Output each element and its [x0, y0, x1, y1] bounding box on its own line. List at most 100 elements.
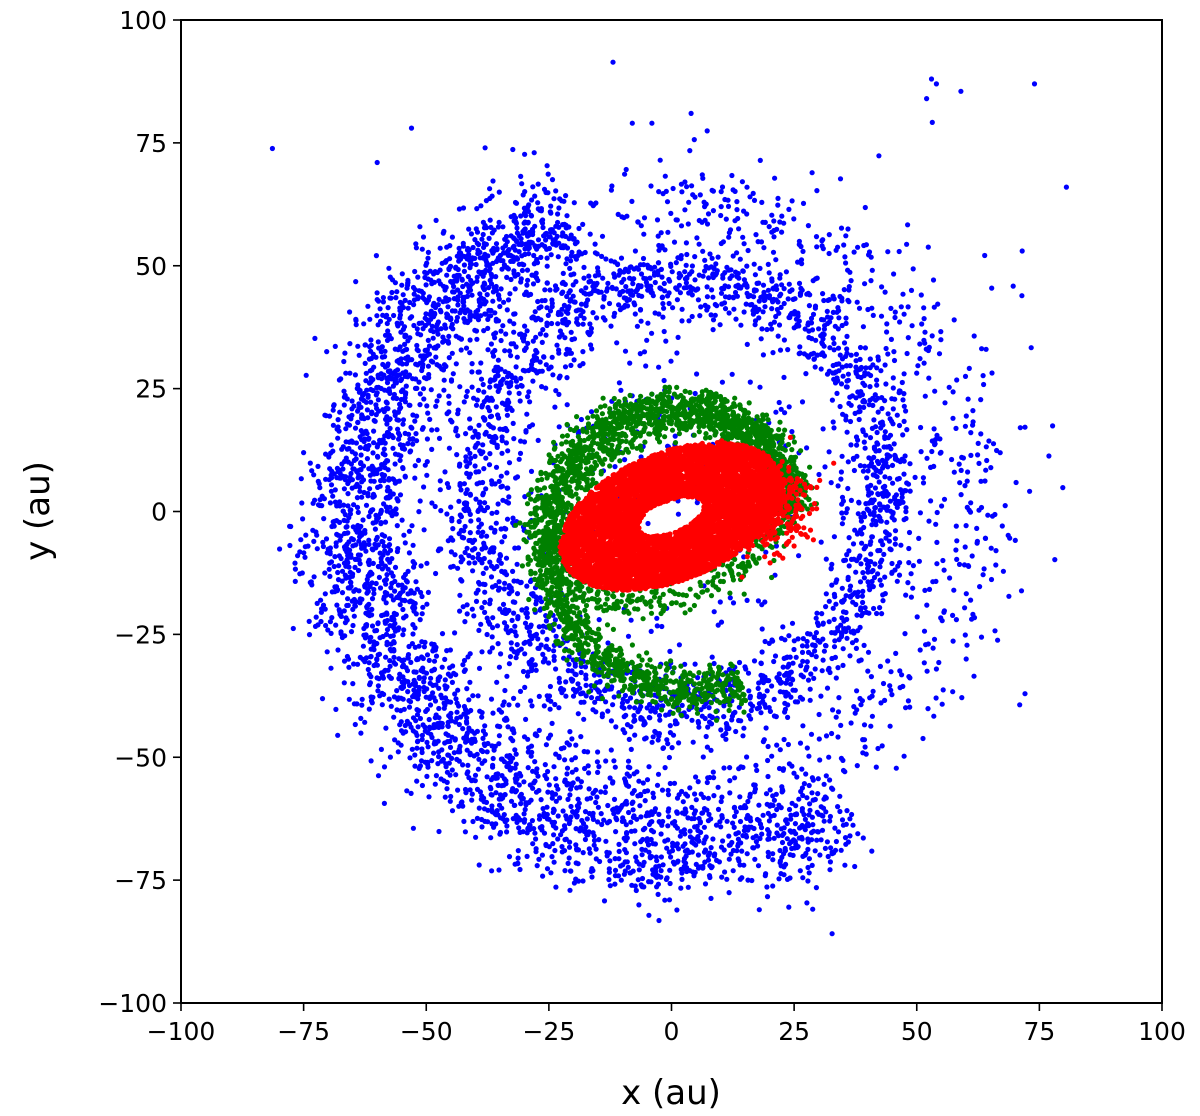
point: [962, 544, 968, 550]
point: [515, 848, 521, 854]
point: [416, 509, 422, 515]
point: [421, 527, 427, 533]
point: [456, 463, 463, 469]
point: [462, 829, 468, 835]
point: [671, 239, 678, 245]
point: [533, 849, 539, 855]
point: [469, 292, 475, 298]
point: [813, 337, 819, 343]
point: [502, 792, 508, 798]
point: [399, 271, 405, 277]
point: [447, 647, 453, 653]
point: [847, 833, 853, 839]
point: [720, 838, 726, 844]
point: [669, 269, 675, 275]
point: [366, 466, 372, 472]
point: [875, 441, 881, 447]
point: [481, 741, 487, 747]
point: [879, 611, 885, 617]
point: [437, 245, 443, 251]
point: [514, 561, 520, 567]
point: [765, 849, 771, 855]
point: [375, 773, 382, 779]
point: [297, 571, 303, 577]
point: [898, 304, 904, 310]
point: [719, 874, 725, 880]
point: [334, 465, 340, 471]
point: [323, 536, 330, 542]
point: [353, 440, 359, 446]
point: [739, 848, 745, 854]
point: [659, 822, 665, 828]
point: [485, 819, 491, 825]
point: [791, 770, 797, 776]
point: [844, 350, 850, 356]
point: [740, 805, 746, 811]
point: [397, 401, 403, 407]
point: [657, 285, 663, 291]
point: [900, 499, 906, 505]
point: [744, 263, 750, 269]
point: [559, 280, 565, 286]
point: [684, 251, 690, 258]
point: [580, 820, 587, 827]
point: [797, 344, 803, 350]
point: [379, 702, 385, 708]
point: [529, 226, 536, 232]
point: [395, 409, 401, 415]
point: [759, 649, 765, 655]
point: [859, 540, 865, 546]
point: [860, 380, 866, 386]
point: [444, 511, 450, 517]
point: [906, 560, 912, 566]
point: [840, 662, 846, 669]
point: [806, 303, 813, 309]
point: [536, 727, 542, 734]
point: [649, 330, 655, 336]
point: [491, 824, 497, 830]
point: [725, 284, 732, 290]
point: [363, 502, 370, 508]
point: [474, 815, 480, 822]
point: [678, 181, 685, 187]
point: [406, 528, 412, 534]
point: [547, 287, 553, 293]
point: [348, 629, 355, 635]
point: [514, 642, 520, 648]
point: [362, 527, 368, 534]
point: [616, 807, 622, 813]
point: [590, 816, 597, 823]
point: [833, 361, 840, 367]
point: [981, 381, 987, 388]
point: [582, 765, 588, 772]
point: [906, 545, 912, 552]
point: [382, 440, 388, 446]
point: [350, 571, 356, 577]
point: [877, 501, 883, 507]
point: [630, 799, 636, 805]
point: [634, 858, 640, 865]
point: [471, 395, 477, 401]
point: [496, 189, 502, 195]
point: [539, 384, 545, 390]
point: [799, 806, 806, 812]
point: [703, 733, 709, 740]
point: [519, 607, 525, 613]
point: [507, 654, 514, 660]
point: [697, 192, 703, 198]
point: [820, 246, 826, 252]
point: [400, 606, 406, 613]
point: [524, 282, 530, 288]
point: [868, 539, 874, 545]
point: [480, 529, 486, 535]
point: [844, 552, 850, 558]
point: [339, 590, 346, 596]
point: [612, 873, 619, 879]
point: [513, 475, 519, 481]
point: [708, 895, 714, 902]
point: [705, 304, 711, 310]
point: [785, 702, 791, 708]
point: [556, 205, 562, 211]
point: [709, 654, 715, 660]
point: [791, 216, 797, 222]
